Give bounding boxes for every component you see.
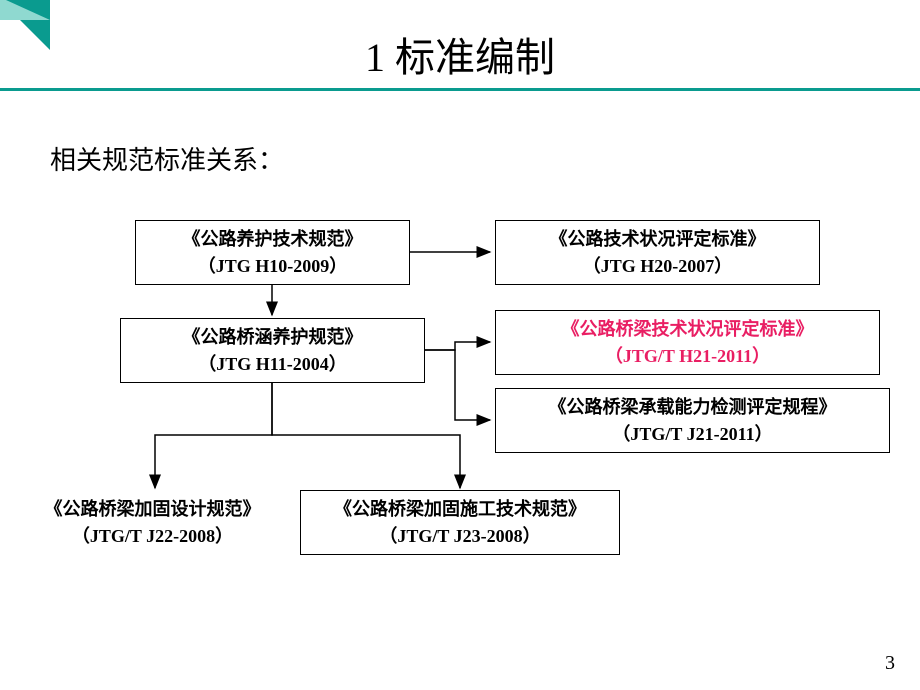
page-number: 3	[885, 652, 895, 675]
node-title: 《公路桥梁加固设计规范》	[45, 496, 261, 523]
node-title: 《公路桥梁技术状况评定标准》	[562, 316, 814, 343]
node-code: （JTG/T J22-2008）	[72, 523, 233, 550]
node-code: （JTG H10-2009）	[198, 253, 348, 280]
node-code: （JTG H20-2007）	[583, 253, 733, 280]
node-code: （JTG H11-2004）	[198, 351, 347, 378]
flowchart-node-n1: 《公路养护技术规范》（JTG H10-2009）	[135, 220, 410, 285]
node-title: 《公路桥梁加固施工技术规范》	[334, 496, 586, 523]
node-code: （JTG/T J23-2008）	[379, 523, 540, 550]
arrow-n3-n6	[155, 383, 272, 488]
page-title: 1 标准编制	[365, 25, 555, 83]
flowchart-node-n6: 《公路桥梁加固设计规范》（JTG/T J22-2008）	[25, 490, 280, 555]
flowchart-node-n7: 《公路桥梁加固施工技术规范》（JTG/T J23-2008）	[300, 490, 620, 555]
node-title: 《公路桥涵养护规范》	[183, 324, 363, 351]
corner-decoration	[0, 0, 50, 50]
title-underline	[0, 88, 920, 91]
arrow-n3-n7	[272, 383, 460, 488]
flowchart-node-n2: 《公路技术状况评定标准》（JTG H20-2007）	[495, 220, 820, 285]
node-title: 《公路桥梁承载能力检测评定规程》	[549, 394, 837, 421]
node-code: （JTG/T H21-2011）	[605, 343, 770, 370]
arrow-n3-n5	[425, 350, 490, 420]
subtitle: 相关规范标准关系：	[50, 140, 284, 177]
node-title: 《公路养护技术规范》	[183, 226, 363, 253]
arrow-n3-n4	[425, 342, 490, 350]
flowchart-node-n4: 《公路桥梁技术状况评定标准》（JTG/T H21-2011）	[495, 310, 880, 375]
flowchart-node-n3: 《公路桥涵养护规范》（JTG H11-2004）	[120, 318, 425, 383]
node-title: 《公路技术状况评定标准》	[550, 226, 766, 253]
flowchart-node-n5: 《公路桥梁承载能力检测评定规程》（JTG/T J21-2011）	[495, 388, 890, 453]
flowchart-diagram: 《公路养护技术规范》（JTG H10-2009）《公路技术状况评定标准》（JTG…	[0, 210, 920, 630]
node-code: （JTG/T J21-2011）	[612, 421, 772, 448]
